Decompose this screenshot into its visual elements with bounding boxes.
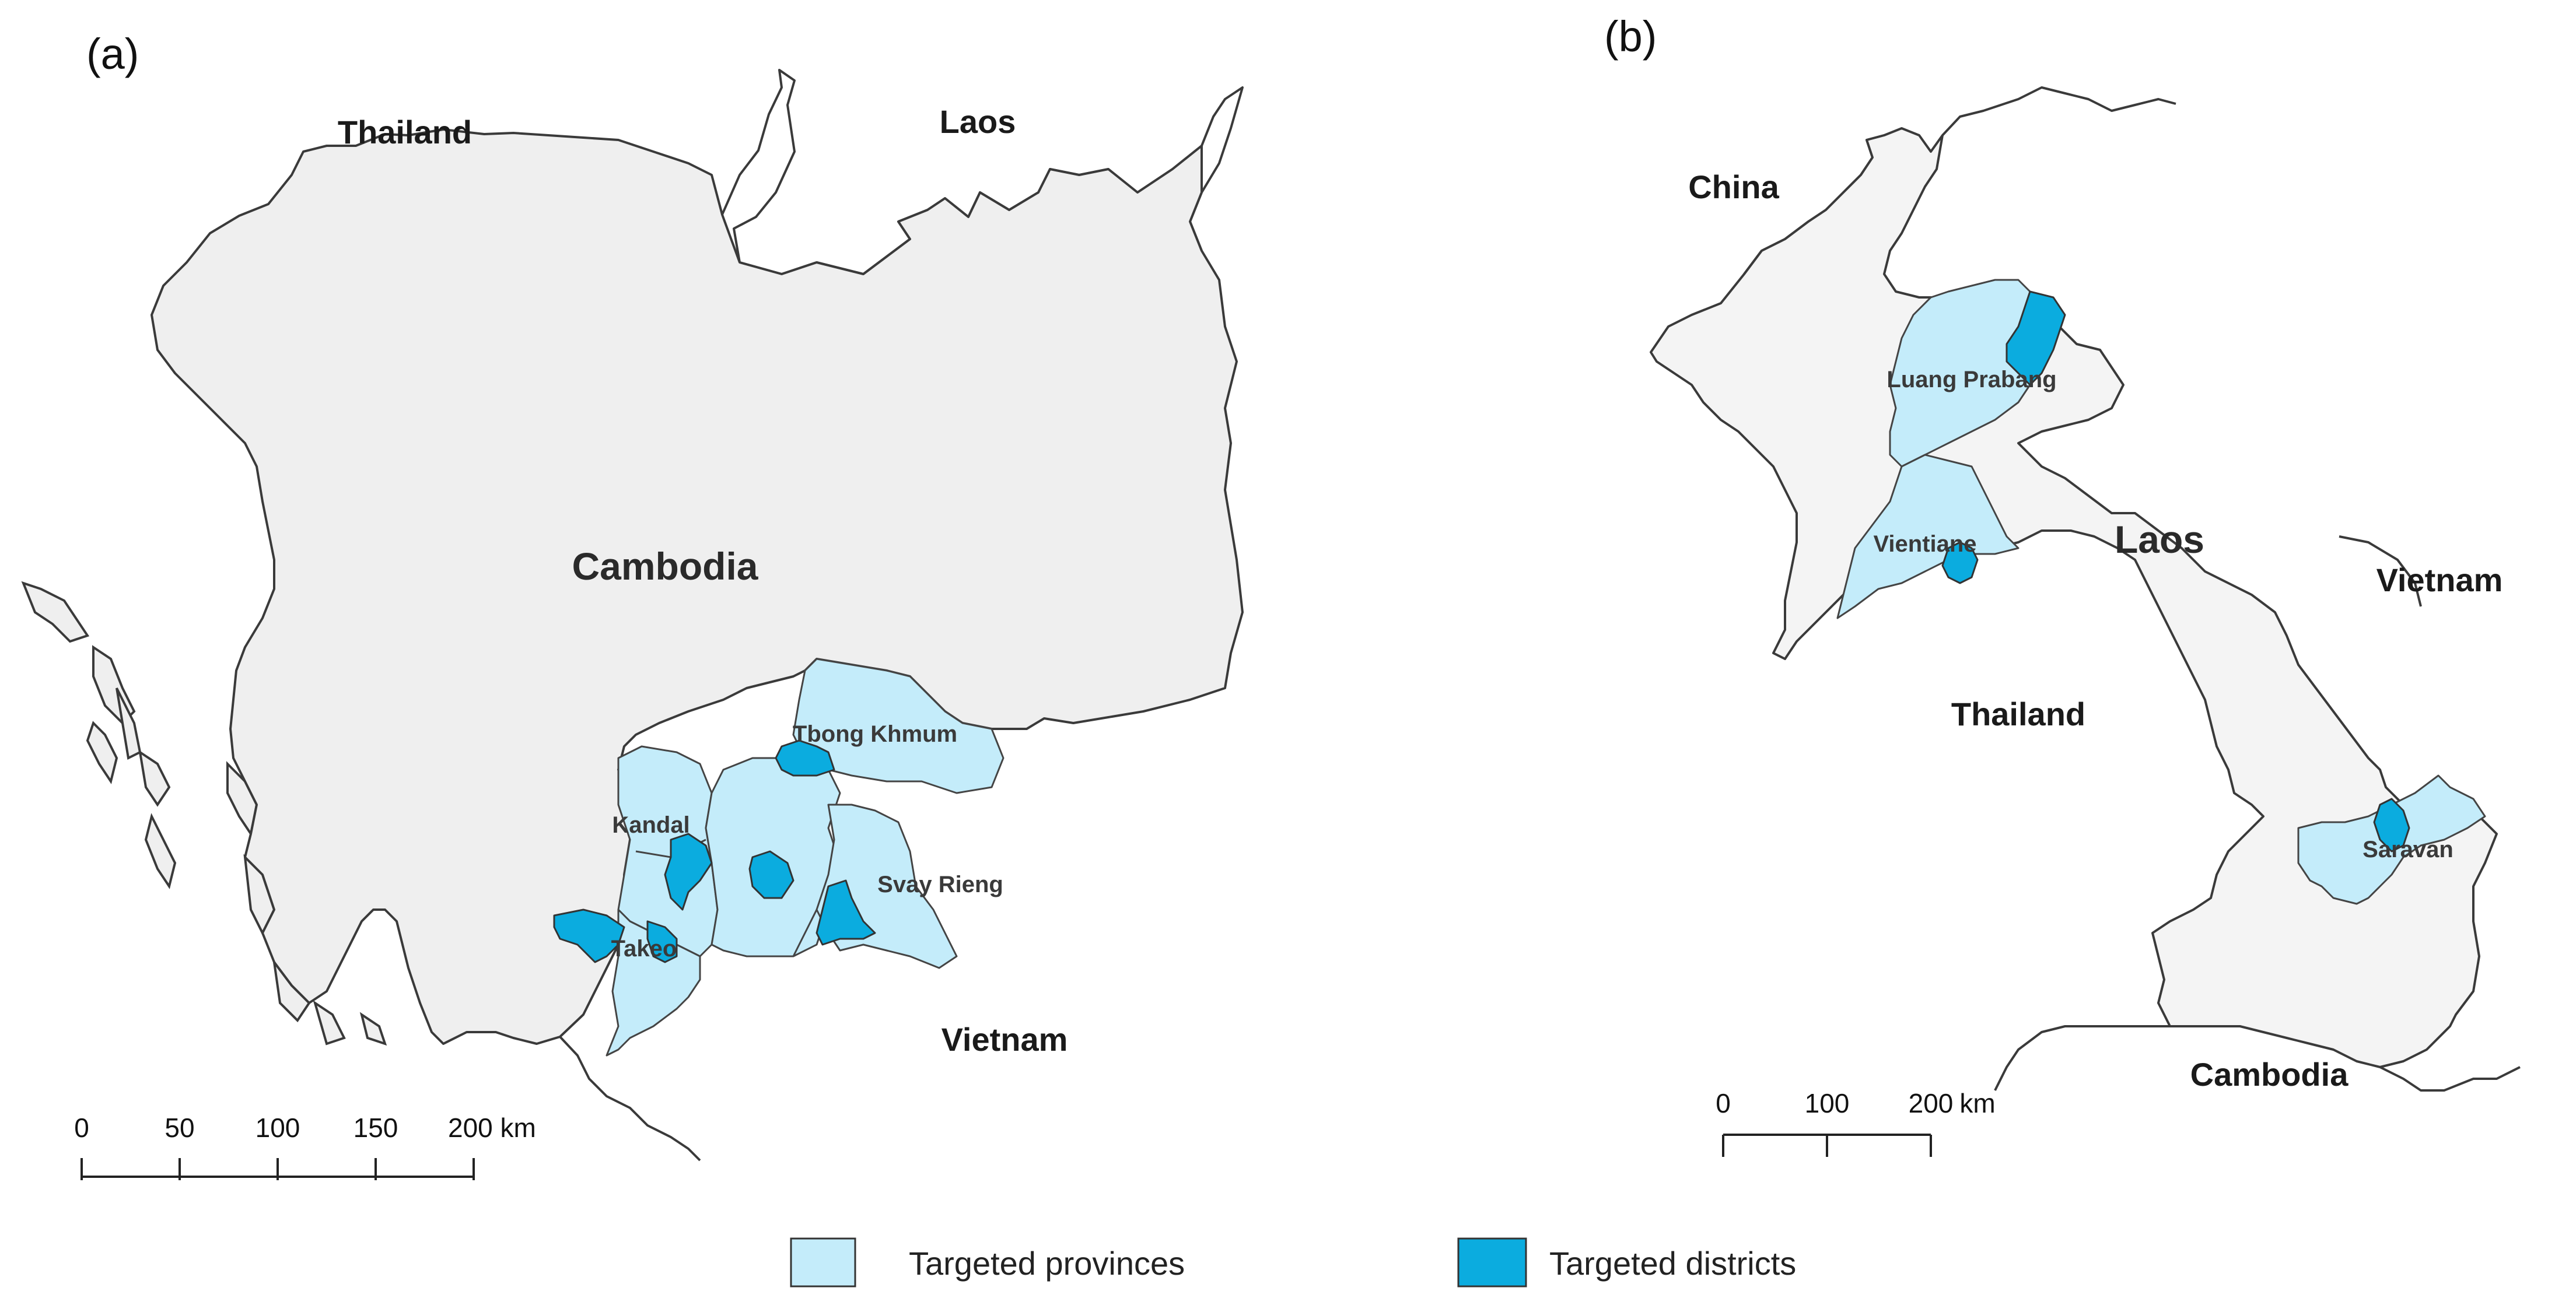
panel-a-country-thailand: Thailand bbox=[338, 114, 472, 150]
label-kandal: Kandal bbox=[612, 812, 690, 838]
scale-b-tick-0: 0 bbox=[1716, 1088, 1731, 1118]
panel-b-country-laos: Laos bbox=[2115, 518, 2204, 561]
panel-b-vietnam-border-east bbox=[2339, 535, 2422, 607]
label-luang-prabang: Luang Prabang bbox=[1887, 367, 2056, 392]
panel-b-scale-bar: 0 100 200 km bbox=[1716, 1088, 1996, 1157]
scale-b-tick-200: 200 bbox=[1909, 1088, 1954, 1118]
label-tbong-khmum: Tbong Khmum bbox=[793, 721, 957, 747]
legend-swatch-provinces bbox=[790, 1237, 856, 1288]
panel-b-country-china: China bbox=[1688, 169, 1779, 205]
label-vientiane: Vientiane bbox=[1873, 531, 1976, 557]
panel-a-vietnam-border bbox=[559, 1036, 701, 1162]
cambodia-landmass bbox=[150, 128, 1244, 1045]
panel-a-country-cambodia: Cambodia bbox=[572, 545, 758, 588]
province-kandal bbox=[617, 745, 719, 957]
label-svay-rieng: Svay Rieng bbox=[877, 872, 1003, 897]
legend: Targeted provinces Targeted districts bbox=[790, 1237, 1796, 1288]
province-luang-prabang bbox=[1889, 279, 2043, 468]
scale-a-tick-0: 0 bbox=[74, 1113, 89, 1143]
province-vientiane bbox=[1836, 454, 2020, 619]
legend-swatch-districts bbox=[1457, 1237, 1527, 1288]
district-prey-veng bbox=[748, 850, 794, 899]
panel-b-vietnam-border-north bbox=[1941, 86, 2176, 136]
district-svay-rieng bbox=[816, 879, 876, 946]
district-takeo-east bbox=[646, 920, 678, 963]
panel-b-country-cambodia: Cambodia bbox=[2190, 1056, 2349, 1093]
district-vientiane bbox=[1941, 541, 1979, 584]
panel-a-country-vietnam: Vietnam bbox=[942, 1021, 1068, 1058]
district-saravan bbox=[2373, 798, 2410, 853]
laos-landmass bbox=[1650, 127, 2498, 1068]
district-tbong-khmum bbox=[775, 739, 835, 777]
scale-a-tick-100: 100 bbox=[256, 1113, 300, 1143]
panel-b-targeted-districts bbox=[1941, 290, 2410, 853]
panel-b: (b) China Laos Vietnam Thailand Cambodia… bbox=[1604, 12, 2521, 1157]
label-saravan: Saravan bbox=[2362, 837, 2454, 862]
label-takeo: Takeo bbox=[611, 936, 677, 962]
legend-label-provinces: Targeted provinces bbox=[909, 1245, 1185, 1282]
panel-a-label: (a) bbox=[86, 30, 139, 78]
panel-a-country-laos: Laos bbox=[940, 103, 1016, 140]
district-luang-prabang bbox=[2006, 290, 2066, 386]
district-kandal bbox=[664, 833, 713, 911]
scale-b-unit: km bbox=[1959, 1088, 1995, 1118]
scale-a-tick-200: 200 km bbox=[448, 1113, 536, 1143]
legend-label-districts: Targeted districts bbox=[1549, 1245, 1796, 1282]
panel-a-islands bbox=[21, 581, 387, 1046]
district-takeo-west bbox=[553, 908, 625, 963]
scale-a-tick-50: 50 bbox=[164, 1113, 194, 1143]
panel-a: (a) bbox=[21, 30, 1244, 1180]
panel-a-targeted-districts bbox=[553, 739, 876, 963]
panel-b-country-vietnam: Vietnam bbox=[2376, 562, 2503, 598]
scale-b-tick-100: 100 bbox=[1805, 1088, 1850, 1118]
panel-b-label: (b) bbox=[1604, 12, 1657, 61]
panel-b-country-thailand: Thailand bbox=[1951, 696, 2085, 732]
panel-a-scale-bar: 0 50 100 150 200 km bbox=[74, 1113, 536, 1180]
panel-b-cambodia-border bbox=[1994, 1025, 2521, 1092]
scale-a-tick-150: 150 bbox=[354, 1113, 398, 1143]
